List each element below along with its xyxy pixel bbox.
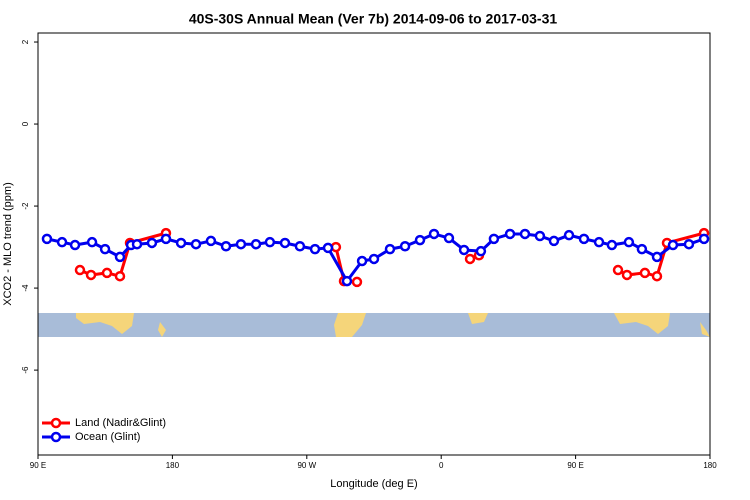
point (504, 228, 516, 240)
point (639, 267, 651, 279)
point (548, 235, 560, 247)
point (250, 238, 262, 250)
point (356, 255, 368, 267)
point (114, 251, 126, 263)
point (131, 238, 143, 250)
x-tick-label: 90 W (297, 461, 316, 470)
point (593, 236, 605, 248)
point (190, 238, 202, 250)
point (621, 269, 633, 281)
point (563, 229, 575, 241)
point (488, 233, 500, 245)
point (475, 245, 487, 257)
point (69, 239, 81, 251)
point (309, 243, 321, 255)
point (101, 267, 113, 279)
point (414, 234, 426, 246)
x-tick-label: 90 E (30, 461, 46, 470)
point (99, 243, 111, 255)
point (160, 233, 172, 245)
y-axis-label: XCO2 - MLO trend (ppm) (2, 182, 14, 305)
point (667, 239, 679, 251)
point (578, 233, 590, 245)
point (534, 230, 546, 242)
point (651, 251, 663, 263)
point (279, 237, 291, 249)
x-tick-label: 90 E (567, 461, 583, 470)
point (651, 270, 663, 282)
point (220, 241, 232, 252)
legend-label: Land (Nadir&Glint) (75, 417, 166, 429)
point (86, 236, 98, 248)
point (351, 276, 363, 288)
point (74, 264, 86, 276)
y-tick-label: -6 (21, 366, 30, 374)
series-line (46, 232, 705, 283)
x-tick-label: 180 (703, 461, 717, 470)
x-tick-label: 180 (166, 461, 180, 470)
point (41, 233, 53, 245)
point (399, 241, 411, 252)
point (428, 228, 440, 240)
map-strip (38, 313, 710, 337)
legend-marker (50, 431, 62, 443)
point (636, 243, 648, 255)
point (56, 236, 68, 248)
x-axis-label: Longitude (deg E) (330, 478, 417, 490)
point (114, 270, 126, 282)
chart-title: 40S-30S Annual Mean (Ver 7b) 2014-09-06 … (189, 11, 558, 27)
y-tick-label: -2 (21, 202, 30, 210)
point (458, 244, 470, 256)
point (606, 239, 618, 251)
point (698, 233, 710, 245)
point (294, 241, 306, 252)
point (623, 236, 635, 248)
legend-marker (50, 417, 62, 429)
point (443, 232, 455, 244)
point (683, 238, 695, 250)
point (341, 275, 353, 287)
point (175, 237, 187, 249)
y-tick-label: 0 (21, 121, 30, 126)
y-tick-label: -4 (21, 284, 30, 292)
point (612, 264, 624, 276)
point (519, 228, 531, 240)
point (464, 253, 476, 265)
point (322, 242, 334, 254)
point (235, 238, 247, 250)
point (368, 253, 380, 265)
y-tick-label: 2 (21, 39, 30, 44)
point (205, 235, 217, 247)
plot-frame (37, 32, 711, 456)
point (384, 243, 396, 255)
point (146, 237, 158, 249)
point (85, 269, 97, 281)
point (264, 236, 276, 248)
x-tick-label: 0 (439, 461, 444, 470)
legend-label: Ocean (Glint) (75, 431, 140, 443)
